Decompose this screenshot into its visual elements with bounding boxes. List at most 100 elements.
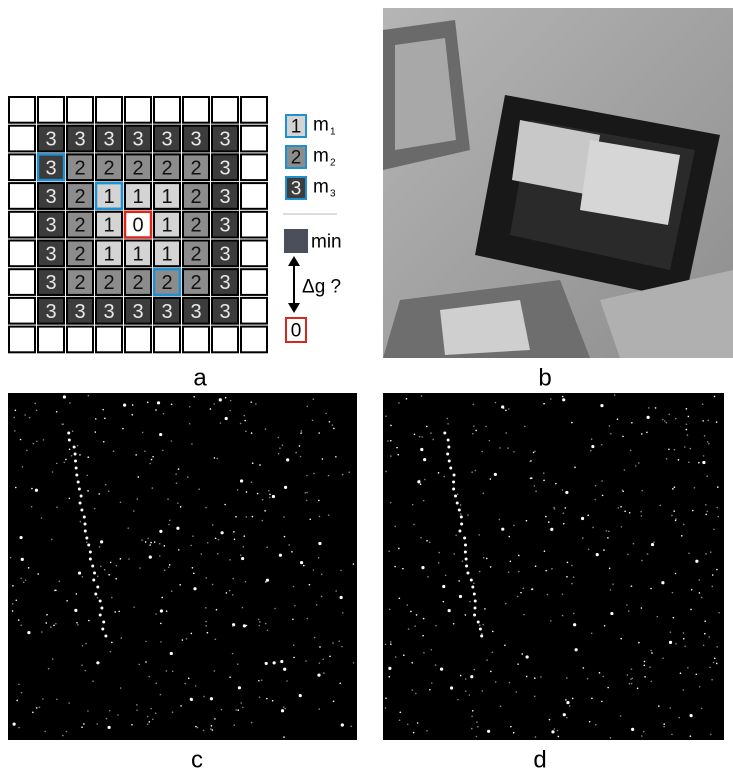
- bright-point: [279, 554, 282, 557]
- grid-cell: [38, 327, 64, 353]
- bright-point: [136, 498, 138, 500]
- bright-point: [110, 562, 112, 564]
- bright-point: [680, 672, 682, 674]
- cell-value: 3: [45, 157, 56, 179]
- grid-cell: [9, 126, 35, 152]
- bright-point: [701, 597, 703, 599]
- bright-point: [265, 623, 267, 625]
- bright-point: [385, 415, 387, 417]
- bright-point: [259, 464, 261, 466]
- bright-point: [718, 612, 720, 614]
- bright-point: [553, 507, 555, 509]
- legend: 1m12m23m3minΔg ?0: [283, 115, 342, 343]
- bright-point: [631, 683, 633, 685]
- bright-point: [399, 597, 401, 599]
- bright-point: [526, 676, 528, 678]
- bright-point: [313, 569, 315, 571]
- bright-point: [521, 653, 523, 655]
- bright-point: [299, 694, 302, 697]
- bright-point: [413, 732, 415, 734]
- bright-point: [596, 553, 599, 556]
- bright-point: [602, 495, 604, 497]
- bright-point: [508, 571, 510, 573]
- bright-point: [319, 516, 321, 518]
- bright-point: [245, 581, 247, 583]
- bright-point: [624, 469, 626, 471]
- bright-point: [385, 707, 387, 709]
- bright-point: [86, 542, 88, 544]
- bright-point: [449, 467, 452, 470]
- bright-point: [216, 609, 218, 611]
- bright-point: [641, 433, 643, 435]
- bright-point: [582, 537, 584, 539]
- grid-cell: [241, 327, 267, 353]
- bright-point: [476, 736, 478, 738]
- bright-point: [150, 708, 152, 710]
- bright-point: [548, 521, 550, 523]
- bright-point: [215, 537, 217, 539]
- bright-point: [411, 662, 413, 664]
- bright-point: [620, 715, 622, 717]
- bright-point: [262, 499, 264, 501]
- grid-cell: [9, 183, 35, 209]
- bright-point: [56, 463, 58, 465]
- bright-point: [474, 600, 477, 603]
- bright-point: [631, 585, 633, 587]
- bright-point: [226, 592, 228, 594]
- bright-point: [206, 577, 208, 579]
- bright-point: [407, 604, 409, 606]
- bright-point: [148, 721, 150, 723]
- bright-point: [708, 443, 710, 445]
- bright-point: [624, 510, 626, 512]
- bright-point: [447, 439, 450, 442]
- bright-point: [84, 670, 86, 672]
- grid-cell: [96, 327, 122, 353]
- bright-point: [627, 554, 629, 556]
- bright-point: [25, 579, 27, 581]
- bright-point: [205, 621, 207, 623]
- bright-point: [220, 422, 222, 424]
- bright-point: [306, 475, 308, 477]
- bright-point: [499, 447, 501, 449]
- bright-point: [328, 514, 330, 516]
- bright-point: [242, 607, 244, 609]
- bright-point: [495, 402, 497, 404]
- bright-point: [622, 491, 624, 493]
- bright-point: [646, 432, 648, 434]
- bright-point: [63, 395, 66, 398]
- bright-point: [353, 662, 355, 664]
- bright-point: [12, 610, 14, 612]
- bright-point: [566, 576, 568, 578]
- bright-point: [139, 567, 141, 569]
- bright-point: [18, 727, 20, 729]
- bright-point: [159, 530, 162, 533]
- bright-point: [12, 603, 14, 605]
- bright-point: [648, 407, 650, 409]
- bright-point: [15, 409, 17, 411]
- bright-point: [600, 404, 603, 407]
- bright-point: [87, 395, 89, 397]
- bright-point: [265, 662, 268, 665]
- grid-cell: [241, 298, 267, 324]
- bright-point: [205, 507, 207, 509]
- bright-point: [627, 674, 629, 676]
- cell-value: 2: [190, 157, 201, 179]
- bright-point: [77, 445, 79, 447]
- bright-point: [458, 580, 460, 582]
- bright-point: [458, 530, 461, 533]
- bright-point: [704, 620, 706, 622]
- bright-point: [46, 614, 48, 616]
- bright-point: [524, 426, 526, 428]
- bright-point: [703, 645, 705, 647]
- bright-point: [94, 508, 96, 510]
- bright-point: [589, 721, 591, 723]
- bright-point: [710, 734, 712, 736]
- cell-value: 3: [190, 301, 201, 323]
- bright-point: [318, 557, 320, 559]
- bright-point: [309, 584, 311, 586]
- cell-value: 1: [161, 186, 172, 208]
- bright-point: [644, 676, 646, 678]
- bright-point: [147, 716, 149, 718]
- bright-point: [508, 536, 510, 538]
- bright-point: [683, 524, 685, 526]
